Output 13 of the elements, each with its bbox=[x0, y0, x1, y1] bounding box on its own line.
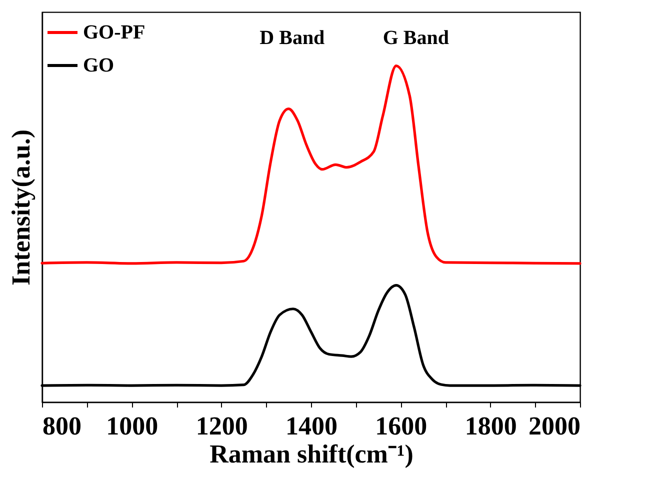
x-tick-label: 1600 bbox=[375, 412, 428, 440]
x-tick-label: 1200 bbox=[196, 412, 248, 440]
legend-label: GO-PF bbox=[83, 22, 146, 44]
x-tick-label: 800 bbox=[42, 412, 82, 440]
x-tick-label: 1400 bbox=[286, 412, 338, 440]
y-axis-title: Intensity(a.u.) bbox=[6, 129, 36, 286]
x-tick-label: 1000 bbox=[106, 412, 158, 440]
x-axis-title: Raman shift(cm⁻¹) bbox=[210, 440, 414, 468]
x-tick-label: 1800 bbox=[464, 412, 517, 440]
legend-label: GO bbox=[83, 54, 114, 76]
text: D Band bbox=[260, 27, 325, 49]
text: G Band bbox=[382, 27, 449, 49]
x-tick-label: 2000 bbox=[528, 412, 580, 440]
